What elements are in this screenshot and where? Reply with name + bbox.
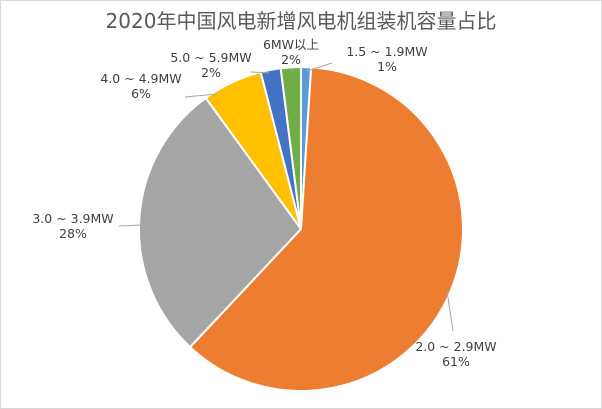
slice-category-label: 3.0 ~ 3.9MW bbox=[32, 211, 113, 226]
pie-slice-3 bbox=[138, 96, 303, 349]
slice-percent-label: 61% bbox=[442, 354, 470, 369]
pie-slice-6 bbox=[279, 65, 302, 230]
slice-percent-label: 1% bbox=[377, 59, 397, 74]
slice-percent-label: 6% bbox=[131, 86, 151, 101]
leader-line-3 bbox=[118, 224, 142, 227]
leader-line-5 bbox=[250, 71, 270, 74]
leader-line-1 bbox=[306, 62, 333, 72]
pie-slices bbox=[138, 65, 464, 392]
slice-category-label: 6MW以上 bbox=[263, 37, 319, 52]
leader-lines bbox=[118, 62, 454, 332]
leader-line-4 bbox=[184, 93, 218, 98]
slice-category-label: 5.0 ~ 5.9MW bbox=[170, 50, 251, 65]
slice-category-label: 2.0 ~ 2.9MW bbox=[415, 339, 496, 354]
leader-line-2 bbox=[446, 290, 454, 332]
chart-title: 2020年中国风电新增风电机组装机容量占比 bbox=[105, 9, 497, 33]
slice-category-label: 1.5 ~ 1.9MW bbox=[346, 44, 427, 59]
slice-category-label: 4.0 ~ 4.9MW bbox=[100, 71, 181, 86]
slice-percent-label: 2% bbox=[201, 65, 221, 80]
leader-line-6 bbox=[291, 68, 294, 74]
slice-percent-label: 2% bbox=[281, 52, 301, 67]
slice-percent-label: 28% bbox=[59, 226, 87, 241]
pie-slice-2 bbox=[188, 66, 464, 392]
